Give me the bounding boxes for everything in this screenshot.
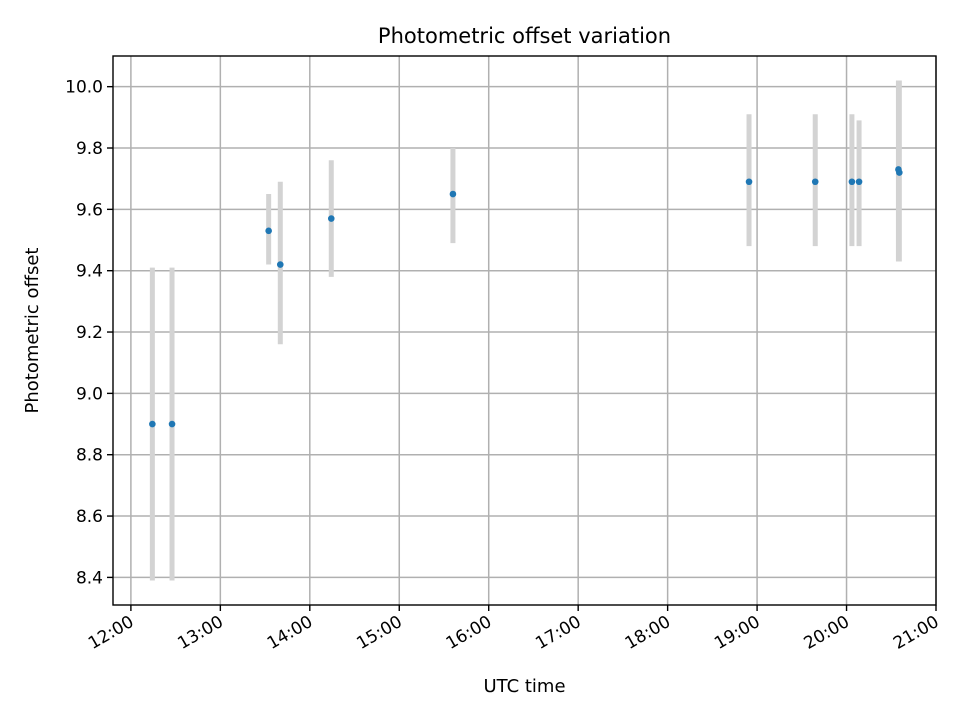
x-tick-label: 17:00 (532, 612, 584, 654)
y-tick-label: 9.0 (76, 384, 103, 404)
x-tick-label: 18:00 (622, 612, 674, 654)
x-tick-label: 12:00 (85, 612, 137, 654)
x-tick-label: 20:00 (801, 612, 853, 654)
y-tick-label: 8.6 (76, 507, 103, 527)
x-axis-label: UTC time (483, 676, 565, 697)
chart-title: Photometric offset variation (378, 24, 671, 48)
y-tick-label: 10.0 (65, 78, 103, 98)
x-tick-label: 15:00 (353, 612, 405, 654)
plot-frame (112, 55, 937, 606)
grid (113, 56, 937, 605)
data-point (848, 178, 856, 186)
y-axis-ticks: 8.4 8.6 8.8 9.0 9.2 9.4 9.6 9.8 10.0 (65, 78, 113, 588)
y-axis-label: Photometric offset (22, 248, 43, 414)
data-point (149, 420, 156, 428)
data-point (745, 178, 753, 186)
x-axis-ticks: 12:00 13:00 14:00 15:00 16:00 17:00 18:00 19:00… (85, 605, 943, 654)
data-point (327, 215, 335, 222)
data-points (149, 166, 903, 428)
error-bars (149, 80, 902, 581)
x-tick-label: 13:00 (174, 612, 226, 654)
x-tick-label: 19:00 (711, 612, 763, 654)
data-point (811, 178, 819, 186)
x-tick-label: 21:00 (890, 612, 942, 654)
y-tick-label: 9.4 (76, 262, 103, 282)
data-point (168, 420, 176, 428)
y-tick-label: 9.8 (76, 139, 103, 159)
y-tick-label: 8.8 (76, 446, 103, 466)
data-point (896, 169, 903, 176)
x-tick-label: 16:00 (443, 612, 495, 654)
data-point (855, 178, 863, 186)
data-point (265, 227, 272, 235)
data-point (276, 261, 284, 268)
y-tick-label: 9.2 (76, 323, 103, 343)
data-point (449, 190, 457, 198)
x-tick-label: 14:00 (264, 612, 316, 654)
y-tick-label: 9.6 (76, 200, 103, 220)
y-tick-label: 8.4 (76, 568, 103, 588)
